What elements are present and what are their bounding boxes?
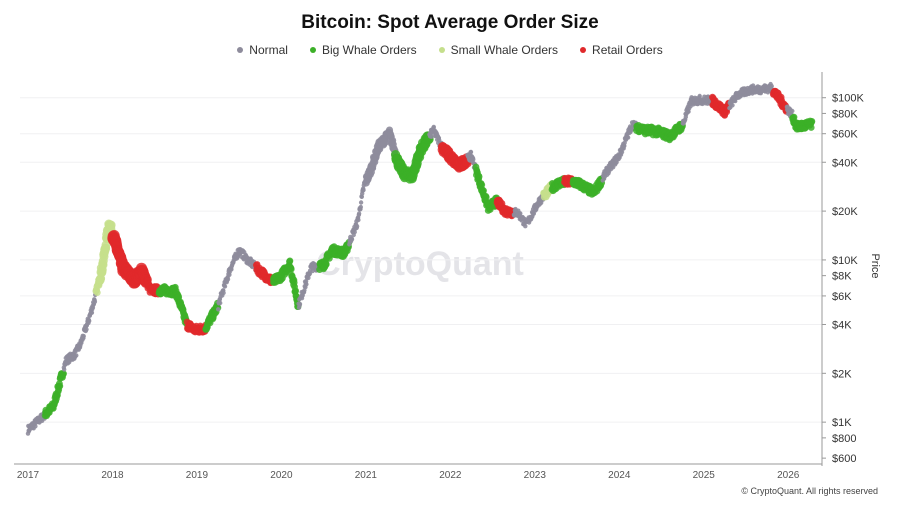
x-tick-label: 2019 — [186, 470, 209, 481]
y-tick-label: $10K — [832, 255, 858, 267]
x-tick-label: 2017 — [17, 470, 40, 481]
dot-big-whale-orders — [56, 382, 64, 390]
dot-normal — [733, 98, 738, 104]
dot-normal — [356, 211, 362, 216]
dot-normal — [431, 124, 436, 130]
dot-normal — [730, 103, 735, 108]
x-tick-label: 2026 — [777, 470, 800, 481]
legend-item-normal[interactable]: Normal — [237, 43, 288, 57]
dot-normal — [471, 157, 476, 162]
dot-big-whale-orders — [480, 187, 487, 195]
dot-normal — [697, 93, 702, 99]
dot-normal — [358, 200, 364, 205]
y-axis-label: Price — [869, 253, 881, 278]
chart-legend: Normal Big Whale Orders Small Whale Orde… — [0, 43, 900, 57]
y-tick-label: $800 — [832, 433, 856, 445]
dot-normal — [222, 284, 228, 289]
dot-small-whale-orders — [93, 289, 101, 296]
dot-big-whale-orders — [286, 257, 294, 265]
dot-normal — [358, 204, 363, 210]
dot-normal — [89, 310, 95, 315]
dot-normal — [33, 424, 38, 429]
dot-normal — [61, 367, 67, 372]
dot-big-whale-orders — [292, 287, 299, 295]
dot-normal — [352, 229, 357, 235]
y-tick-label: $2K — [832, 368, 852, 380]
dot-big-whale-orders — [322, 260, 330, 268]
dot-big-whale-orders — [807, 124, 815, 131]
legend-item-retail[interactable]: Retail Orders — [580, 43, 663, 57]
dot-big-whale-orders — [482, 193, 490, 201]
x-tick-label: 2023 — [524, 470, 547, 481]
dot-normal — [359, 194, 364, 199]
dot-normal — [790, 108, 795, 114]
legend-item-small-whale[interactable]: Small Whale Orders — [438, 43, 559, 57]
legend-label-retail: Retail Orders — [592, 43, 663, 57]
y-tick-label: $20K — [832, 206, 858, 218]
x-tick-label: 2020 — [270, 470, 293, 481]
dot-big-whale-orders — [60, 370, 67, 378]
dot-normal — [619, 149, 625, 155]
legend-item-big-whale[interactable]: Big Whale Orders — [309, 43, 417, 57]
x-axis: 2017 2018 2019 2020 2021 2022 2023 2024 2025 2026 — [14, 463, 822, 481]
dot-normal — [84, 327, 89, 332]
legend-dot-normal — [237, 47, 244, 53]
dot-normal — [518, 211, 523, 216]
dot-normal — [81, 333, 86, 339]
dot-normal — [523, 224, 528, 229]
x-tick-label: 2025 — [693, 470, 716, 481]
dot-normal — [769, 83, 774, 89]
legend-dot-retail — [580, 47, 587, 53]
dot-normal — [429, 134, 434, 139]
dot-normal — [356, 217, 361, 223]
watermark: CryptoQuant — [316, 245, 524, 283]
price-dots — [25, 81, 816, 436]
y-tick-label: $4K — [832, 319, 852, 331]
dot-normal — [74, 353, 79, 358]
legend-label-big-whale: Big Whale Orders — [321, 43, 417, 57]
legend-label-small-whale: Small Whale Orders — [450, 43, 559, 57]
y-tick-label: $600 — [832, 453, 856, 465]
x-tick-label: 2022 — [439, 470, 462, 481]
gridlines — [20, 97, 822, 423]
y-tick-label: $60K — [832, 129, 858, 141]
dot-normal — [216, 307, 221, 312]
dot-big-whale-orders — [790, 113, 798, 121]
x-tick-label: 2021 — [355, 470, 378, 481]
dot-normal — [625, 135, 631, 140]
y-tick-label: $100K — [832, 93, 864, 105]
dot-normal — [304, 282, 309, 287]
dot-small-whale-orders — [106, 220, 116, 230]
dot-normal — [382, 138, 390, 146]
y-tick-label: $40K — [832, 157, 858, 169]
dot-normal — [686, 109, 691, 114]
dot-normal — [297, 301, 303, 307]
y-tick-label: $6K — [832, 291, 852, 303]
legend-dot-big-whale — [309, 47, 316, 53]
dot-normal — [218, 300, 223, 306]
dot-normal — [87, 318, 92, 324]
dot-normal — [468, 149, 474, 155]
dot-normal — [361, 187, 366, 193]
dot-normal — [225, 277, 231, 282]
legend-label-normal: Normal — [249, 43, 288, 57]
x-tick-label: 2024 — [608, 470, 631, 481]
legend-dot-small-whale — [438, 47, 445, 53]
copyright-notice: © CryptoQuant. All rights reserved — [741, 486, 878, 496]
dot-big-whale-orders — [808, 118, 816, 125]
dot-big-whale-orders — [475, 173, 483, 180]
y-tick-label: $80K — [832, 108, 858, 120]
y-tick-label: $8K — [832, 271, 852, 283]
y-axis: $100K $80K $60K $40K $20K $10K $8K $6K $4K $2K $1K… — [821, 72, 864, 466]
dot-normal — [349, 237, 355, 242]
dot-normal — [92, 299, 98, 304]
dot-normal — [221, 290, 226, 296]
x-tick-label: 2018 — [101, 470, 124, 481]
y-tick-label: $1K — [832, 417, 852, 429]
chart-title: Bitcoin: Spot Average Order Size — [301, 12, 599, 33]
dot-normal — [354, 224, 360, 229]
dot-big-whale-orders — [287, 265, 295, 273]
